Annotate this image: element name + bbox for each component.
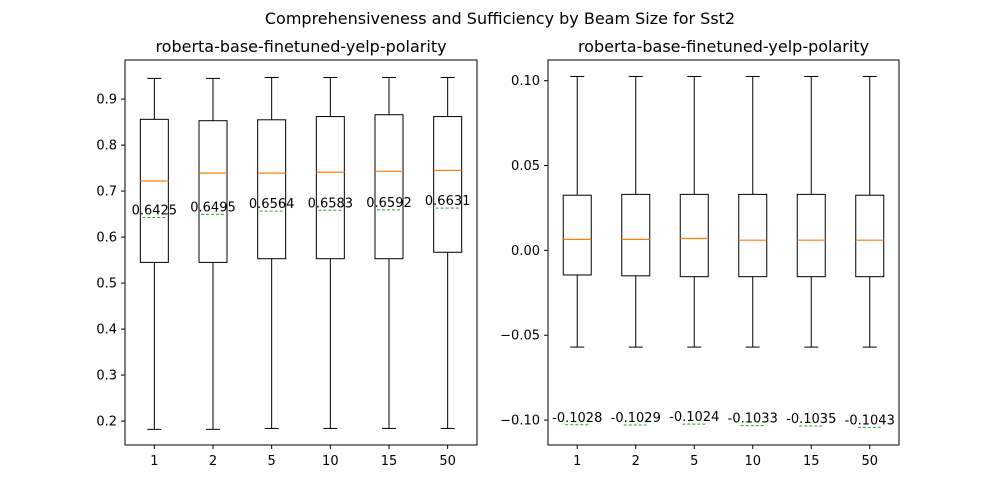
mean-label: 0.6583	[308, 196, 354, 211]
box	[738, 193, 768, 278]
box	[139, 118, 169, 263]
mean-label: -0.1033	[728, 412, 778, 427]
y-tick-label: −0.10	[500, 414, 540, 429]
box	[257, 119, 287, 260]
axes-frame	[124, 59, 478, 446]
figure-suptitle: Comprehensiveness and Sufficiency by Bea…	[265, 9, 735, 28]
x-tick-label: 15	[803, 454, 820, 469]
x-tick-label: 1	[573, 454, 581, 469]
x-tick-label: 5	[268, 454, 276, 469]
y-tick-label: 0.10	[511, 74, 540, 89]
x-tick-label: 2	[632, 454, 640, 469]
x-tick-label: 50	[861, 454, 878, 469]
x-tick-label: 1	[150, 454, 158, 469]
y-tick-label: 0.5	[96, 277, 117, 292]
right-chart-title: roberta-base-finetuned-yelp-polarity	[578, 37, 869, 56]
mean-label: -0.1024	[669, 410, 719, 425]
mean-label: -0.1035	[786, 412, 836, 427]
box	[679, 193, 709, 278]
box	[562, 194, 592, 276]
y-tick-label: 0.00	[511, 244, 540, 259]
right-plot-area: −0.10 −0.05 0.00 0.05 0.10 1 2 5 10 15 50 -0.1028 -0…	[500, 59, 900, 469]
mean-label: 0.6425	[132, 204, 178, 219]
box	[374, 114, 404, 260]
y-tick-label: 0.9	[96, 93, 117, 108]
mean-label: -0.1028	[552, 411, 602, 426]
y-tick-label: 0.2	[96, 415, 117, 430]
box	[621, 193, 651, 277]
x-tick-label: 5	[690, 454, 698, 469]
y-tick-label: −0.05	[500, 329, 540, 344]
y-tick-label: 0.7	[96, 185, 117, 200]
x-tick-label: 10	[744, 454, 761, 469]
x-tick-label: 10	[322, 454, 339, 469]
left-chart-title: roberta-base-finetuned-yelp-polarity	[155, 37, 446, 56]
y-tick-label: 0.8	[96, 139, 117, 154]
mean-label: 0.6495	[190, 200, 236, 215]
y-tick-label: 0.6	[96, 231, 117, 246]
x-tick-label: 2	[209, 454, 217, 469]
axes-frame	[547, 59, 900, 446]
left-chart: roberta-base-finetuned-yelp-polarity 0.2…	[96, 37, 478, 469]
x-tick-label: 15	[381, 454, 398, 469]
mean-label: 0.6564	[249, 197, 295, 212]
box	[198, 120, 228, 263]
right-chart: roberta-base-finetuned-yelp-polarity −0.…	[500, 37, 900, 469]
box	[855, 194, 885, 278]
left-plot-area: 0.2 0.3 0.4 0.5 0.6 0.7 0.8 0.9 1 2 5 10 15 50 0.6425 0…	[96, 59, 478, 469]
box	[433, 116, 463, 253]
box	[315, 116, 345, 260]
y-tick-label: 0.3	[96, 369, 117, 384]
mean-label: 0.6631	[425, 194, 471, 209]
y-tick-label: 0.05	[511, 159, 540, 174]
box	[796, 193, 826, 278]
mean-label: -0.1043	[845, 413, 895, 428]
mean-label: -0.1029	[611, 411, 661, 426]
y-tick-label: 0.4	[96, 323, 117, 338]
mean-label: 0.6592	[366, 196, 412, 211]
x-tick-label: 50	[439, 454, 456, 469]
